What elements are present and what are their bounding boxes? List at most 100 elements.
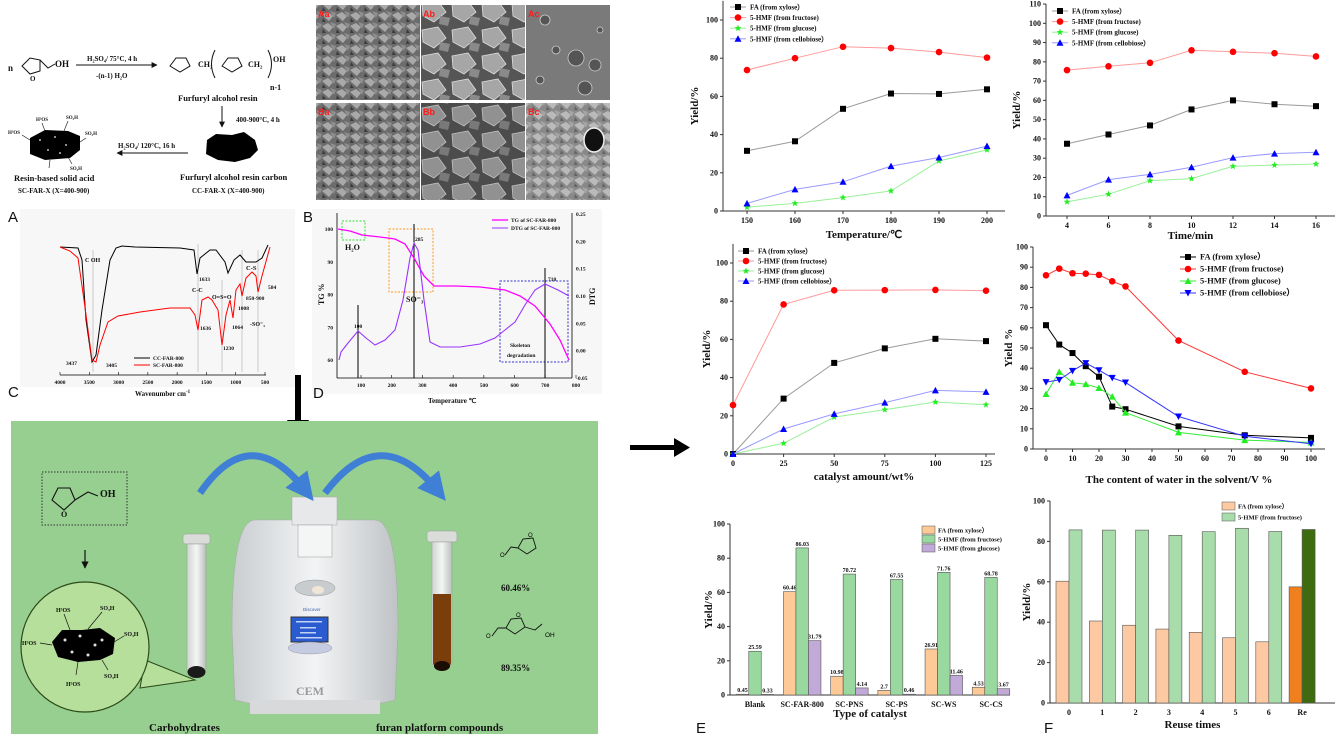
data-point bbox=[1095, 384, 1103, 391]
furfural-yield: 60.46% bbox=[501, 583, 530, 593]
y-tick-label: 80 bbox=[1033, 57, 1041, 66]
bar-value-label: 10.98 bbox=[830, 670, 844, 676]
x-tick-label: 8 bbox=[1148, 221, 1152, 230]
data-point bbox=[1307, 385, 1315, 392]
so3-region-box bbox=[388, 228, 434, 293]
bar bbox=[855, 687, 869, 696]
x-tick-label: 170 bbox=[837, 216, 849, 225]
y-tick-label: 0 bbox=[1037, 212, 1041, 221]
ftir-curve-cc-far-800 bbox=[59, 244, 269, 364]
data-point bbox=[931, 386, 939, 394]
bar-value-label: 0.33 bbox=[762, 688, 773, 694]
panel-label-d: D bbox=[313, 385, 324, 402]
y-tick-label: 80 bbox=[1037, 537, 1045, 546]
tg-curve bbox=[337, 228, 570, 361]
annotation-degradation: degradation bbox=[507, 353, 535, 359]
dtg-y-label: DTG bbox=[588, 288, 597, 305]
data-point bbox=[887, 162, 895, 170]
y-tick-label: 100 bbox=[1029, 19, 1041, 28]
furfuryl-resin-structure bbox=[169, 49, 272, 79]
legend-label: 5-HMF (from fructose) bbox=[1072, 18, 1141, 26]
dtg-y-tick-label: 0.10 bbox=[576, 294, 586, 300]
data-point bbox=[1096, 373, 1102, 380]
ftir-x-ticks: 4000 3500 3000 2500 2000 1500 1000 500 bbox=[55, 372, 269, 386]
legend-label: 5-HMF (from glucose) bbox=[758, 268, 825, 276]
ftir-spectrum: 4000 3500 3000 2500 2000 1500 1000 500 C OH 163… bbox=[20, 209, 295, 398]
annotation-skeleton: Skeleton bbox=[510, 343, 530, 349]
bar bbox=[1222, 637, 1236, 704]
bar-value-label: 31.79 bbox=[808, 635, 822, 641]
bar bbox=[984, 577, 998, 696]
tg-x-tick-label: 500 bbox=[480, 383, 489, 389]
data-point bbox=[743, 199, 751, 207]
so3h-label: SO₃H bbox=[124, 632, 139, 638]
annotation-c-s: C-S bbox=[246, 265, 257, 272]
hydroxyl-label: OH bbox=[100, 489, 116, 500]
annotation-h2o: H₂O bbox=[345, 243, 360, 252]
x-tick-label: 50 bbox=[1175, 454, 1183, 463]
ftir-tick-label: 3000 bbox=[113, 380, 124, 386]
solid-acid-code: SC-FAR-X (X=400-900) bbox=[18, 187, 90, 195]
legend-marker bbox=[1184, 290, 1192, 297]
data-point bbox=[780, 301, 787, 308]
x-axis-label: Reuse times bbox=[1165, 719, 1222, 731]
bar-value-label: 4.14 bbox=[857, 682, 868, 688]
data-point bbox=[1307, 440, 1315, 448]
bar bbox=[795, 547, 809, 696]
bar bbox=[949, 675, 963, 696]
data-point bbox=[1188, 46, 1195, 54]
data-point bbox=[839, 43, 847, 51]
synthesis-scheme: n O OH H₂SO₄/ 75°C, 4 h -(n-1) H₂O CH₂ C… bbox=[8, 49, 288, 195]
bar bbox=[1068, 529, 1083, 704]
x-axis-label: catalyst amount/wt% bbox=[814, 471, 915, 483]
legend-label: 5-HMF (from fructose) bbox=[938, 537, 1002, 544]
series-line bbox=[746, 145, 988, 204]
x-tick-label: Re bbox=[1297, 708, 1307, 717]
panel-label-c: C bbox=[8, 384, 19, 401]
tg-x-tick-label: 200 bbox=[388, 383, 397, 389]
data-point bbox=[840, 105, 846, 112]
data-point bbox=[1188, 163, 1195, 171]
x-tick-label: 160 bbox=[789, 216, 801, 225]
x-tick-label: 6 bbox=[1107, 221, 1111, 230]
data-point bbox=[888, 90, 894, 97]
data-point bbox=[791, 199, 799, 207]
data-point bbox=[830, 287, 838, 294]
resin-carbon-particle bbox=[206, 132, 258, 162]
data-point bbox=[1105, 62, 1112, 70]
so3h-label: SO₃H bbox=[104, 674, 119, 680]
microwave-reactor: Discover CEM bbox=[231, 496, 399, 714]
y-tick-label: 20 bbox=[1037, 658, 1045, 667]
data-point bbox=[1312, 160, 1320, 167]
data-point bbox=[1105, 190, 1112, 198]
ftir-x-label: Wavenumber cm-1 bbox=[135, 390, 191, 398]
step1-conditions: H₂SO₄/ 75°C, 4 h bbox=[87, 55, 137, 63]
reagent-count: n bbox=[8, 63, 13, 73]
data-point bbox=[744, 147, 750, 154]
data-point bbox=[831, 359, 838, 366]
peak-lines bbox=[357, 224, 546, 378]
y-tick-label: 20 bbox=[1033, 173, 1041, 182]
furfuryl-alcohol-structure bbox=[21, 57, 56, 75]
so3h-label: SO₃H bbox=[70, 167, 82, 172]
sulfonated-carbon-particle bbox=[39, 611, 125, 676]
series-line bbox=[732, 401, 987, 455]
data-point bbox=[1108, 393, 1116, 400]
legend-swatch bbox=[1221, 501, 1236, 511]
data-point bbox=[936, 90, 942, 97]
data-point bbox=[743, 66, 751, 74]
y-tick-label: 90 bbox=[1033, 38, 1041, 47]
y-axis-label: Yield/% bbox=[701, 330, 713, 369]
y-axis-label: Yield/% bbox=[703, 590, 715, 629]
annotation-100: 100 bbox=[354, 324, 363, 330]
data-point bbox=[1146, 170, 1154, 178]
x-tick-label: 40 bbox=[1148, 454, 1156, 463]
svg-text:O: O bbox=[516, 613, 521, 619]
x-tick-label: 125 bbox=[980, 459, 992, 468]
bar-value-label: 0.46 bbox=[904, 688, 915, 694]
hydroxyl-label: OH bbox=[55, 59, 69, 69]
device-brand-logo: CEM bbox=[296, 684, 324, 698]
y-tick-label: 100 bbox=[713, 520, 725, 529]
sem-image-ba bbox=[316, 103, 420, 200]
y-tick-label: 10 bbox=[1033, 192, 1041, 201]
